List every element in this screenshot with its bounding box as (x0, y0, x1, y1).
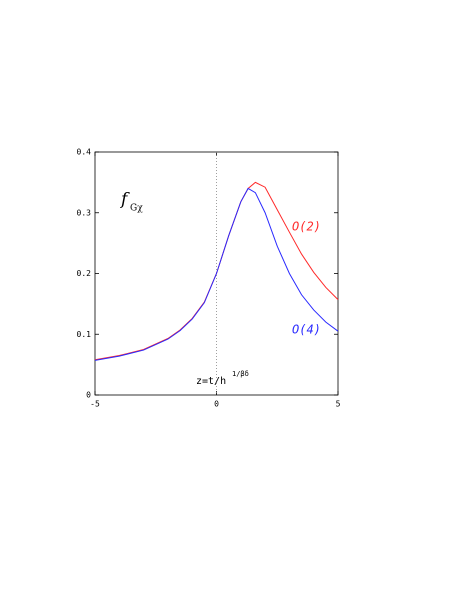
series-label: O(2) (292, 220, 321, 234)
y-label: f (119, 190, 130, 210)
x-label-sup: 1/βδ (232, 370, 249, 378)
x-tick-label: 0 (214, 400, 219, 409)
x-tick-label: 5 (336, 400, 341, 409)
y-tick-label: 0.3 (77, 208, 92, 217)
y-tick-label: 0.4 (77, 148, 92, 157)
x-label: z=t/h (196, 376, 226, 387)
y-label-sub: Gχ (130, 204, 143, 214)
y-tick-label: 0.1 (77, 330, 92, 339)
y-tick-label: 0.2 (77, 269, 92, 278)
y-tick-label: 0 (86, 391, 91, 400)
data-line (94, 187, 339, 361)
x-tick-label: -5 (90, 400, 100, 409)
series-label: O(4) (292, 323, 321, 337)
